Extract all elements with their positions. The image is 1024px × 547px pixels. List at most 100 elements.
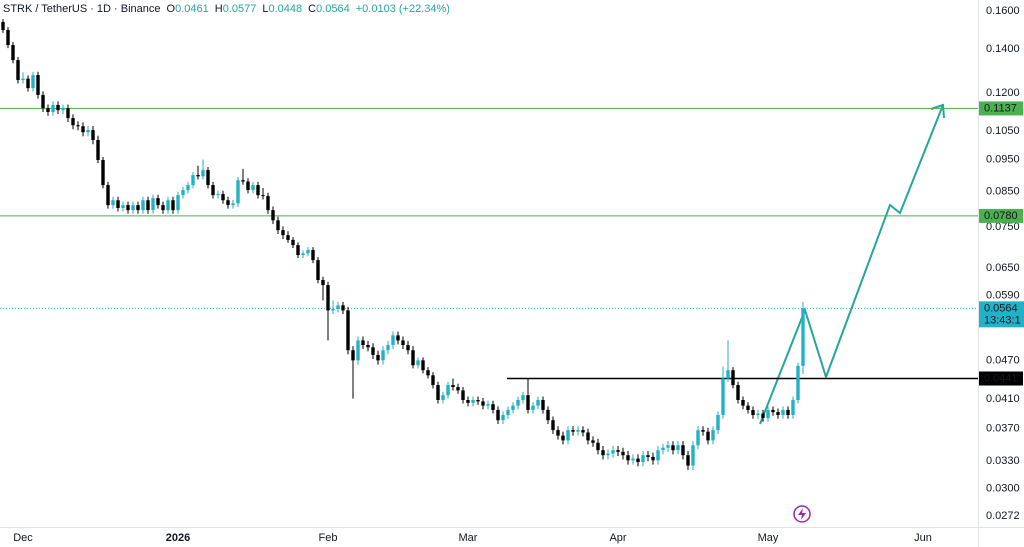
x-tick-label: Mar: [459, 532, 478, 544]
ohlc-letter: C: [308, 3, 316, 15]
candle-body: [566, 430, 570, 441]
candle-body: [146, 200, 150, 211]
candle-body: [656, 450, 660, 461]
candle-body: [111, 200, 115, 206]
candle-body: [571, 430, 575, 432]
candle-body: [261, 195, 265, 197]
y-tick-label: 0.0590: [986, 289, 1020, 301]
candle-body: [716, 415, 720, 431]
candle-body: [711, 430, 715, 441]
candle-body: [651, 456, 655, 461]
candle-body: [626, 455, 630, 461]
candle-body: [271, 210, 275, 221]
candle-body: [341, 305, 345, 311]
level-label-box: [979, 371, 1023, 386]
candle-body: [316, 260, 320, 280]
candle-body: [786, 409, 790, 416]
candle-body: [36, 75, 40, 95]
candle-body: [336, 305, 340, 309]
candle-body: [771, 409, 775, 413]
candle-body: [801, 308, 805, 366]
candle-body: [126, 205, 130, 211]
candle-body: [176, 195, 180, 211]
candle-body: [726, 370, 730, 379]
candle-body: [51, 104, 55, 112]
candle-body: [636, 458, 640, 463]
candle-body: [746, 405, 750, 410]
y-tick-label: 0.0470: [986, 354, 1020, 366]
candle-body: [161, 205, 165, 211]
candle-body: [586, 432, 590, 441]
candle-body: [326, 285, 330, 311]
candle-body: [256, 185, 260, 196]
candle-body: [86, 130, 90, 133]
level-label: 0.1137: [984, 102, 1017, 114]
candle-body: [596, 442, 600, 451]
candle-body: [631, 458, 635, 461]
candle-body: [706, 431, 710, 441]
candle-body: [41, 94, 45, 109]
candle-body: [96, 139, 100, 160]
countdown-label: 13:43:1: [984, 314, 1021, 326]
event-bolt[interactable]: [798, 508, 806, 520]
candle-body: [291, 239, 295, 246]
candle-body: [641, 455, 645, 463]
ohlc-value: 0.0461: [175, 3, 209, 15]
candle-body: [346, 310, 350, 351]
change-value: +0.0103 (+22.34%): [356, 3, 450, 15]
candle-body: [156, 198, 160, 206]
candle-body: [286, 235, 290, 240]
last-price-box: [979, 301, 1024, 328]
candle-body: [411, 350, 415, 366]
candle-body: [381, 350, 385, 361]
candle-body: [731, 370, 735, 386]
candle-body: [616, 450, 620, 452]
candle-body: [396, 335, 400, 341]
y-tick-label: 0.0330: [986, 455, 1020, 467]
candle-body: [756, 413, 760, 416]
y-tick-label: 0.1600: [986, 5, 1020, 17]
candle-body: [531, 405, 535, 410]
candle-body: [26, 78, 30, 89]
candle-body: [691, 445, 695, 466]
ohlc-value: 0.0577: [223, 3, 257, 15]
candle-body: [466, 399, 470, 403]
candle-body: [1, 21, 5, 30]
level-label: 0.0441: [984, 372, 1018, 384]
ohlc-letter: L: [262, 3, 268, 15]
candle-body: [371, 347, 375, 355]
candle-body: [376, 354, 380, 361]
header: STRK / TetherUS · 1D · Binance O0.0461 H0.…: [3, 3, 450, 15]
candle-body: [211, 185, 215, 196]
y-tick-label: 0.1400: [986, 43, 1020, 55]
y-tick-label: 0.0650: [986, 262, 1020, 274]
candle-body: [581, 430, 585, 433]
candle-body: [431, 375, 435, 386]
candle-body: [426, 370, 430, 376]
candle-body: [671, 445, 675, 451]
candle-body: [796, 365, 800, 400]
candle-body: [121, 205, 125, 208]
projection-arrowhead: [930, 103, 945, 119]
candle-body: [251, 185, 255, 191]
y-tick-label: 0.0272: [986, 510, 1020, 522]
candle-body: [481, 401, 485, 406]
y-tick-label: 0.0300: [986, 482, 1020, 494]
candle-body: [196, 175, 200, 177]
candle-body: [451, 385, 455, 388]
candle-body: [436, 385, 440, 400]
candle-body: [471, 399, 475, 403]
candle-body: [781, 409, 785, 416]
candle-body: [766, 409, 770, 418]
candle-body: [46, 108, 50, 112]
candle-body: [491, 404, 495, 410]
candle-body: [366, 344, 370, 348]
level-label: 0.0780: [984, 210, 1018, 222]
candle-body: [516, 399, 520, 406]
projection-path: [759, 104, 944, 425]
candle-body: [216, 194, 220, 196]
candle-body: [31, 75, 35, 89]
event-icon[interactable]: [793, 505, 811, 523]
